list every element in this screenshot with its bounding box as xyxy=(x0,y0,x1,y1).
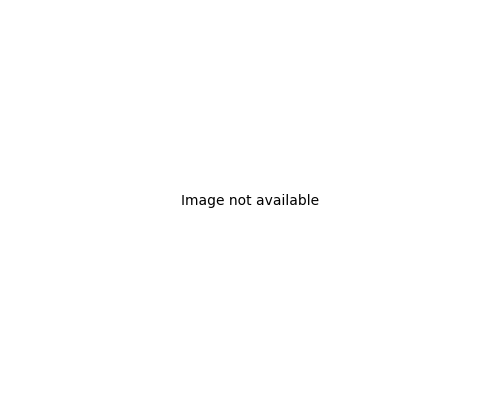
Text: Image not available: Image not available xyxy=(181,195,319,208)
